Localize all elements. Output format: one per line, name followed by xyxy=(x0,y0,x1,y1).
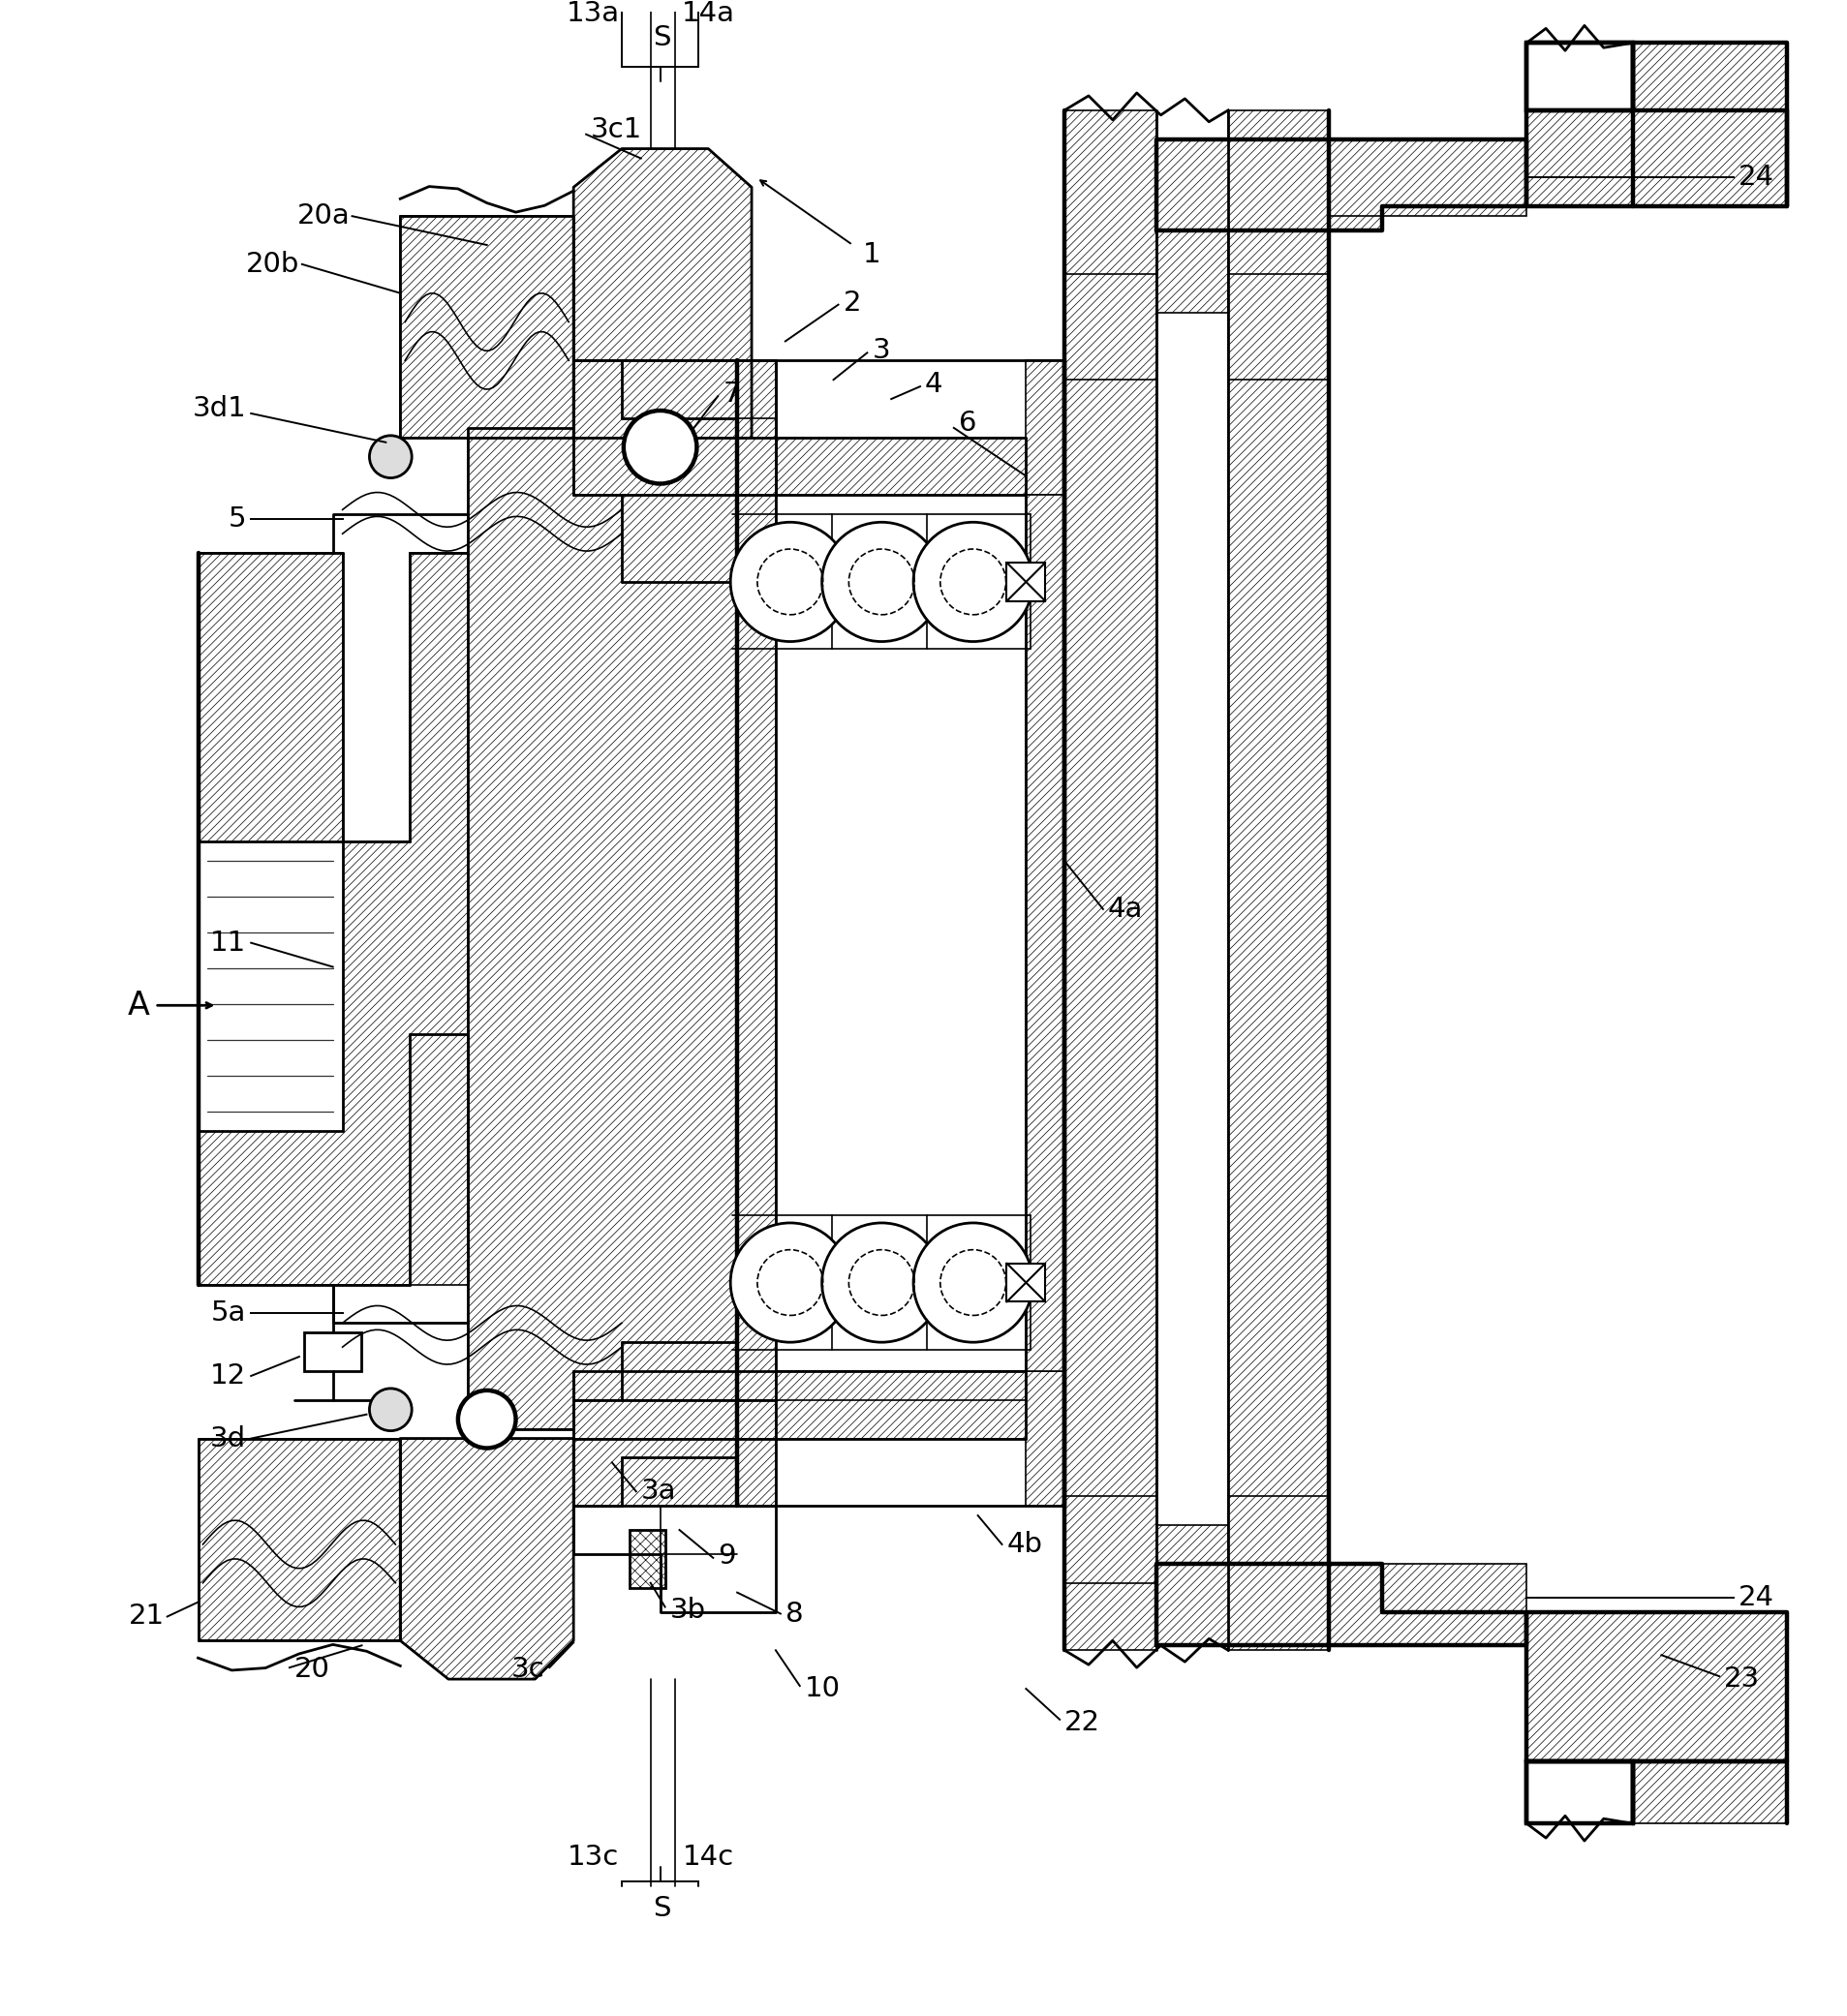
Bar xyxy=(1007,1264,1045,1302)
Text: 5a: 5a xyxy=(211,1300,246,1327)
Text: 20: 20 xyxy=(294,1655,331,1683)
Text: 4a: 4a xyxy=(1108,895,1143,923)
Bar xyxy=(1007,562,1045,601)
Circle shape xyxy=(730,522,850,641)
Circle shape xyxy=(822,522,942,641)
Circle shape xyxy=(369,435,412,478)
Text: 8: 8 xyxy=(785,1601,803,1627)
Polygon shape xyxy=(574,1439,776,1506)
Circle shape xyxy=(822,1224,942,1343)
Text: 4: 4 xyxy=(925,371,942,397)
Polygon shape xyxy=(574,361,776,496)
Text: A: A xyxy=(127,990,150,1022)
Text: 24: 24 xyxy=(1738,163,1775,192)
Text: 2: 2 xyxy=(842,288,861,317)
Polygon shape xyxy=(1064,274,1156,379)
Text: 13c: 13c xyxy=(567,1843,619,1871)
Polygon shape xyxy=(1633,42,1786,206)
Polygon shape xyxy=(574,149,752,437)
Text: 6: 6 xyxy=(959,409,977,437)
Polygon shape xyxy=(1156,139,1527,230)
Polygon shape xyxy=(1064,1496,1156,1583)
Polygon shape xyxy=(1527,1760,1633,1824)
Polygon shape xyxy=(401,1439,574,1679)
Polygon shape xyxy=(574,361,737,437)
Text: 14c: 14c xyxy=(683,1843,733,1871)
Text: 3d1: 3d1 xyxy=(192,395,246,421)
Polygon shape xyxy=(737,1371,1064,1506)
Text: 20a: 20a xyxy=(297,202,351,230)
Text: 3d: 3d xyxy=(211,1425,246,1452)
Text: 11: 11 xyxy=(211,929,246,956)
Polygon shape xyxy=(1228,111,1330,1651)
Text: 5: 5 xyxy=(229,506,246,532)
Text: 22: 22 xyxy=(1064,1710,1101,1736)
Text: 12: 12 xyxy=(211,1363,246,1389)
Polygon shape xyxy=(1527,111,1786,206)
Text: 3a: 3a xyxy=(641,1478,676,1506)
Text: 23: 23 xyxy=(1723,1665,1760,1693)
Text: 13a: 13a xyxy=(565,0,619,28)
Text: 3c: 3c xyxy=(512,1655,545,1683)
Polygon shape xyxy=(305,1333,362,1371)
Polygon shape xyxy=(1228,274,1330,379)
Circle shape xyxy=(914,1224,1032,1343)
Text: S: S xyxy=(654,24,670,52)
Polygon shape xyxy=(198,1439,401,1641)
Polygon shape xyxy=(198,843,342,1131)
Circle shape xyxy=(730,1224,850,1343)
Text: 9: 9 xyxy=(718,1542,735,1570)
Polygon shape xyxy=(630,1530,665,1589)
Circle shape xyxy=(624,411,696,484)
Text: S: S xyxy=(654,1895,670,1921)
Text: 3: 3 xyxy=(872,337,890,365)
Polygon shape xyxy=(737,361,1064,496)
Text: 3b: 3b xyxy=(670,1597,706,1623)
Text: 21: 21 xyxy=(129,1603,164,1631)
Polygon shape xyxy=(1228,1496,1330,1583)
Circle shape xyxy=(369,1389,412,1431)
Text: 4b: 4b xyxy=(1007,1530,1042,1558)
Polygon shape xyxy=(198,552,467,1284)
Polygon shape xyxy=(1156,1526,1228,1645)
Polygon shape xyxy=(1633,1760,1786,1824)
Text: 10: 10 xyxy=(805,1675,840,1702)
Polygon shape xyxy=(1064,111,1156,1651)
Polygon shape xyxy=(401,216,574,437)
Text: 20b: 20b xyxy=(246,250,299,278)
Polygon shape xyxy=(1156,1564,1527,1645)
Text: 3c1: 3c1 xyxy=(591,117,643,143)
Polygon shape xyxy=(574,1371,776,1506)
Circle shape xyxy=(914,522,1032,641)
Polygon shape xyxy=(1527,1611,1786,1760)
Text: 14a: 14a xyxy=(682,0,735,28)
Text: 7: 7 xyxy=(722,381,741,407)
Polygon shape xyxy=(737,496,1064,1399)
Polygon shape xyxy=(737,361,776,437)
Polygon shape xyxy=(1330,139,1527,216)
Circle shape xyxy=(458,1391,515,1447)
Polygon shape xyxy=(1156,216,1228,312)
Text: 24: 24 xyxy=(1738,1585,1775,1611)
Polygon shape xyxy=(1330,1564,1527,1645)
Polygon shape xyxy=(1527,42,1633,111)
Text: 1: 1 xyxy=(863,242,881,268)
Polygon shape xyxy=(467,427,776,1429)
